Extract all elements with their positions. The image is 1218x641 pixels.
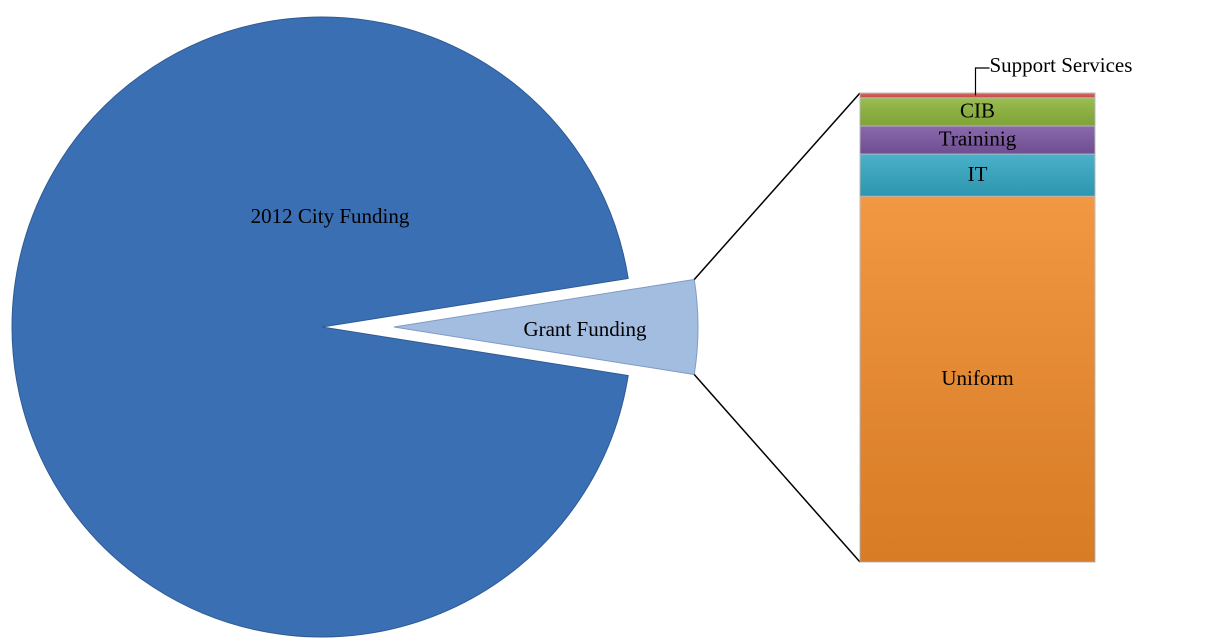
segment-label: CIB — [960, 99, 995, 123]
pie-slice — [11, 16, 629, 638]
bar-shade — [860, 97, 1095, 126]
segment-label: Uniform — [941, 366, 1013, 390]
bar-shade — [860, 93, 1095, 98]
pie-label: 2012 City Funding — [251, 204, 410, 228]
bar-shade — [860, 153, 1095, 197]
connector-line — [693, 374, 861, 563]
pie-slice — [393, 278, 699, 376]
pie-label: Grant Funding — [523, 317, 647, 341]
segment-label: Traininig — [939, 127, 1017, 151]
segment-label: IT — [968, 162, 988, 186]
bar-shade — [860, 125, 1095, 154]
connector-line — [693, 92, 861, 280]
bar-shade — [860, 196, 1095, 562]
leader-line — [974, 67, 990, 96]
segment-label: Support Services — [990, 53, 1133, 77]
